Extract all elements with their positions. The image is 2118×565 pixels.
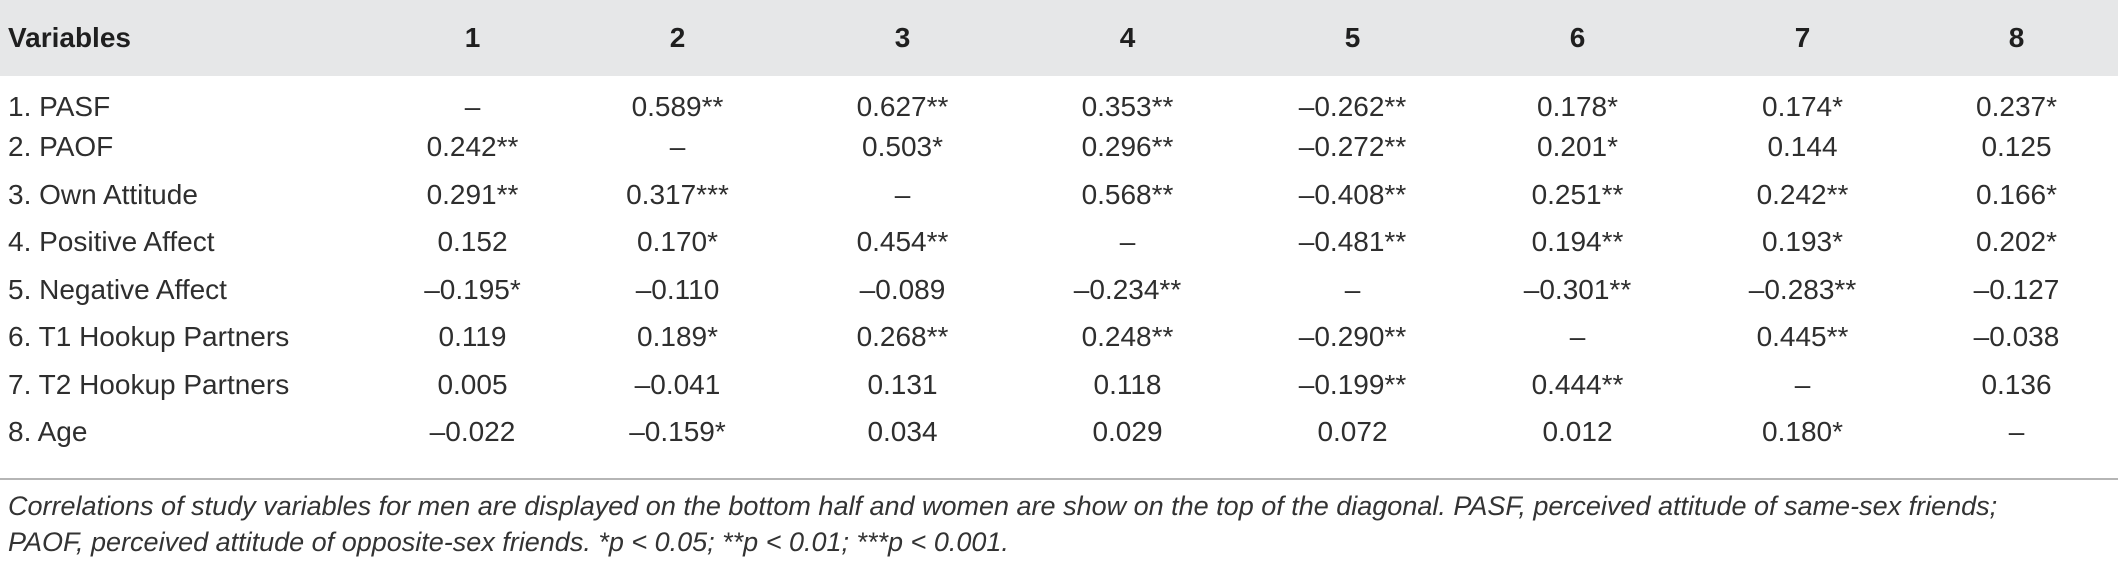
table-top-rule	[0, 0, 2118, 2]
table-cell: 0.012	[1542, 416, 1613, 448]
table-row: 5. Negative Affect –0.195* –0.110 –0.089…	[0, 266, 2118, 314]
column-header-3: 3	[894, 22, 911, 53]
table-cell: 0.353**	[1081, 90, 1174, 122]
table-cell: 0.174*	[1762, 90, 1843, 122]
table-cell: 0.170*	[637, 226, 718, 258]
table-cell: 0.152	[437, 226, 508, 258]
table-cell: 0.589**	[631, 90, 724, 122]
table-cell: 0.237*	[1976, 90, 2057, 122]
table-cell: 0.503*	[862, 131, 943, 163]
table-cell: 0.201*	[1537, 131, 1618, 163]
table-cell: –0.290**	[1298, 321, 1407, 353]
table-cell: 0.125	[1981, 131, 2052, 163]
table-cell: 0.568**	[1081, 178, 1174, 210]
table-bottom-rule	[0, 478, 2118, 480]
table-cell: –0.301**	[1523, 273, 1632, 305]
table-cell: 0.180*	[1762, 416, 1843, 448]
table-cell: 0.251**	[1531, 178, 1624, 210]
table-cell: –	[1344, 273, 1361, 305]
table-cell: –	[669, 131, 686, 163]
column-header-6: 6	[1569, 22, 1586, 53]
table-cell: 0.118	[1093, 368, 1162, 400]
column-header-2: 2	[669, 22, 686, 53]
table-cell: –	[894, 178, 911, 210]
table-cell: –	[2008, 416, 2025, 448]
table-cell: –0.110	[635, 273, 720, 305]
table-row: 1. PASF – 0.589** 0.627** 0.353** –0.262…	[0, 76, 2118, 124]
table-cell: –0.408**	[1298, 178, 1407, 210]
footnote-line-1: Correlations of study variables for men …	[8, 491, 1998, 521]
table-cell: 0.627**	[856, 90, 949, 122]
table-cell: 0.194**	[1531, 226, 1624, 258]
table-row: 4. Positive Affect 0.152 0.170* 0.454** …	[0, 219, 2118, 267]
table-cell: 0.242**	[426, 131, 519, 163]
table-cell: 0.317***	[626, 178, 729, 210]
row-label: 5. Negative Affect	[8, 273, 227, 305]
table-cell: 0.444**	[1531, 368, 1624, 400]
table-cell: 0.454**	[856, 226, 949, 258]
table-cell: 0.178*	[1537, 90, 1618, 122]
row-label: 1. PASF	[8, 90, 111, 122]
table-cell: –0.199**	[1298, 368, 1407, 400]
table-cell: 0.136	[1981, 368, 2052, 400]
table-cell: –	[1569, 321, 1586, 353]
table-cell: 0.193*	[1762, 226, 1843, 258]
table-cell: –0.234**	[1073, 273, 1182, 305]
table-row: 8. Age –0.022 –0.159* 0.034 0.029 0.072 …	[0, 409, 2118, 457]
row-label: 8. Age	[8, 416, 88, 448]
table-row: 3. Own Attitude 0.291** 0.317*** – 0.568…	[0, 171, 2118, 219]
column-header-variables: Variables	[8, 22, 131, 53]
table-cell: –0.041	[634, 368, 721, 400]
table-cell: –0.283**	[1748, 273, 1857, 305]
table-cell: 0.202*	[1976, 226, 2057, 258]
table-cell: –0.272**	[1298, 131, 1407, 163]
row-label: 4. Positive Affect	[8, 226, 215, 258]
row-label: 7. T2 Hookup Partners	[8, 368, 290, 400]
table-cell: 0.119	[438, 321, 507, 353]
table-cell: –0.195*	[424, 273, 521, 305]
table-cell: –0.038	[1973, 321, 2060, 353]
row-label: 6. T1 Hookup Partners	[8, 321, 290, 353]
table-cell: –	[1119, 226, 1136, 258]
table-cell: 0.005	[437, 368, 508, 400]
table-cell: 0.034	[867, 416, 938, 448]
table-cell: 0.296**	[1081, 131, 1174, 163]
correlation-table: Variables 1 2 3 4 5 6 7 8 1. PASF – 0.58…	[0, 0, 2118, 457]
correlation-table-container: Variables 1 2 3 4 5 6 7 8 1. PASF – 0.58…	[0, 0, 2118, 457]
table-cell: 0.189*	[637, 321, 718, 353]
table-cell: 0.072	[1317, 416, 1388, 448]
row-label: 2. PAOF	[8, 131, 114, 163]
table-row: 6. T1 Hookup Partners 0.119 0.189* 0.268…	[0, 314, 2118, 362]
row-label: 3. Own Attitude	[8, 178, 198, 210]
table-cell: –0.127	[1973, 273, 2060, 305]
table-cell: 0.248**	[1081, 321, 1174, 353]
table-footnote: Correlations of study variables for men …	[8, 488, 2108, 560]
column-header-5: 5	[1344, 22, 1361, 53]
table-row: 7. T2 Hookup Partners 0.005 –0.041 0.131…	[0, 361, 2118, 409]
column-header-4: 4	[1119, 22, 1136, 53]
table-cell: 0.144	[1767, 131, 1838, 163]
table-cell: –	[464, 90, 481, 122]
table-cell: 0.029	[1092, 416, 1163, 448]
table-cell: 0.445**	[1756, 321, 1849, 353]
table-header-row: Variables 1 2 3 4 5 6 7 8	[0, 0, 2118, 76]
table-cell: 0.242**	[1756, 178, 1849, 210]
table-cell: 0.131	[867, 368, 938, 400]
table-cell: 0.166*	[1976, 178, 2057, 210]
column-header-1: 1	[464, 22, 481, 53]
table-cell: –0.159*	[629, 416, 726, 448]
table-cell: –0.481**	[1298, 226, 1407, 258]
table-cell: –0.022	[429, 416, 516, 448]
table-cell: –	[1794, 368, 1811, 400]
column-header-7: 7	[1794, 22, 1811, 53]
table-cell: 0.291**	[426, 178, 519, 210]
footnote-line-2: PAOF, perceived attitude of opposite-sex…	[8, 527, 1009, 557]
table-cell: –0.089	[859, 273, 946, 305]
column-header-8: 8	[2008, 22, 2025, 53]
table-cell: 0.268**	[856, 321, 949, 353]
table-row: 2. PAOF 0.242** – 0.503* 0.296** –0.272*…	[0, 124, 2118, 172]
table-cell: –0.262**	[1298, 90, 1407, 122]
